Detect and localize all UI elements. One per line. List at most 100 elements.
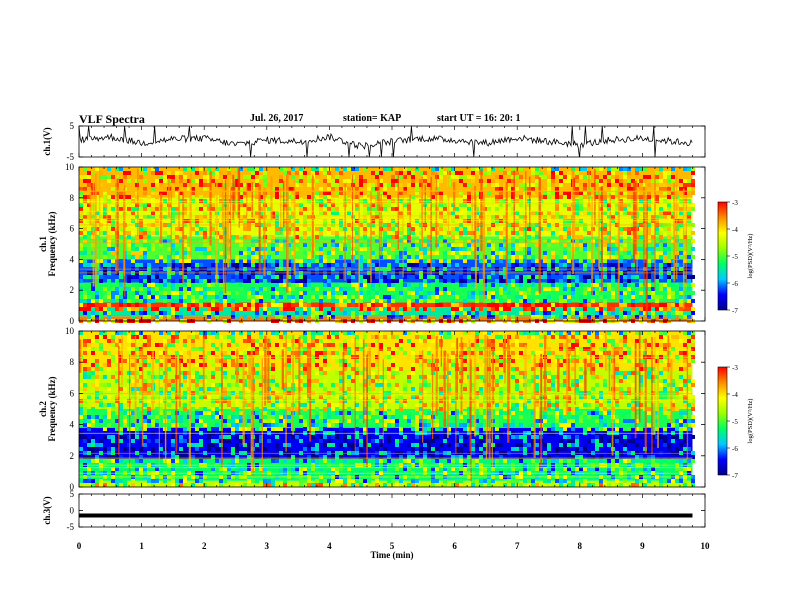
spectrogram-burst [617, 186, 620, 303]
x-tick-label: 10 [701, 541, 711, 551]
spectrogram-burst [473, 338, 477, 437]
spectrogram-burst [251, 181, 254, 218]
y-tick-label: 8 [70, 357, 75, 367]
spectrogram-burst [175, 355, 178, 453]
spectrogram-burst [293, 179, 296, 275]
spectrogram-burst [444, 357, 446, 399]
spectrogram-burst [588, 167, 590, 207]
spectrogram-burst [600, 185, 603, 292]
start-time-label: start UT = 16: 20: 1 [437, 113, 521, 124]
spectrogram-band [79, 316, 693, 321]
spectrogram-burst [424, 184, 426, 231]
spectrogram-burst [263, 187, 266, 277]
spectrogram-burst [431, 353, 434, 440]
spectrogram-burst [462, 342, 464, 380]
spectrogram-burst [538, 177, 541, 294]
spectrogram-line [79, 268, 693, 270]
y-tick-label: 10 [65, 162, 75, 172]
spectrogram-burst [165, 345, 168, 392]
spectrogram-burst [137, 168, 139, 237]
spectrogram-burst [634, 180, 637, 255]
spectrogram-burst [686, 346, 689, 466]
spectrogram-line [79, 457, 693, 459]
y-tick-label: 4 [70, 254, 75, 264]
spectrogram-burst [638, 331, 641, 423]
spectrogram-burst [447, 170, 450, 236]
spectrogram-line [79, 393, 693, 395]
spectrogram-line [79, 349, 693, 351]
spectrogram-burst [298, 337, 301, 416]
spectrogram-burst [608, 349, 611, 392]
colorbar-tick-label: -5 [732, 253, 738, 261]
spectrogram-burst [123, 187, 125, 279]
colorbar-label: log(PSD)(V²/Hz) [747, 399, 754, 444]
spectrogram-burst [524, 344, 527, 407]
colorbar-tick-label: -7 [732, 472, 738, 480]
spectrogram-burst [354, 337, 356, 451]
spectrogram-burst [667, 335, 670, 372]
spectrogram-line [79, 317, 693, 319]
spectrogram-burst [258, 185, 261, 225]
spectrogram-burst [165, 343, 167, 465]
spectrogram-line [79, 210, 693, 212]
x-tick-label: 0 [77, 541, 82, 551]
y-axis-label: ch.1(V) [42, 127, 52, 155]
colorbar-tick-label: -4 [732, 226, 738, 234]
spectrogram-burst [221, 342, 223, 429]
spectrogram-burst [382, 359, 384, 444]
spectrogram-burst [222, 185, 225, 296]
x-tick-label: 8 [578, 541, 583, 551]
y-tick-label: 4 [70, 420, 75, 430]
spectrogram-burst [252, 356, 255, 477]
spectrogram-burst [480, 168, 483, 252]
spectrogram-line [79, 242, 693, 244]
x-tick-label: 3 [265, 541, 270, 551]
spectrogram-burst [92, 170, 95, 287]
x-tick-label: 6 [452, 541, 457, 551]
date-label: Jul. 26, 2017 [250, 113, 304, 124]
y-tick-label: 10 [65, 326, 75, 336]
y-tick-label: 5 [70, 121, 75, 131]
spectrogram-burst [644, 178, 647, 248]
spectrogram-burst [377, 178, 379, 212]
spectrogram-burst [540, 353, 543, 469]
spectrogram-burst [281, 349, 284, 390]
y-axis-label: Frequency (kHz) [47, 211, 57, 276]
spectrogram-burst [590, 343, 592, 375]
y-tick-label: -5 [67, 522, 75, 532]
spectrogram-burst [460, 337, 463, 414]
spectrogram-burst [236, 348, 239, 383]
y-tick-label: 0 [70, 482, 75, 492]
spectrogram-burst [79, 339, 82, 373]
y-tick-label: 8 [70, 193, 75, 203]
y-tick-label: 2 [70, 451, 75, 461]
spectrogram-burst [468, 339, 471, 393]
spectrogram-burst [482, 195, 486, 303]
colorbar-tick-label: -3 [732, 199, 738, 207]
colorbar [717, 201, 728, 311]
spectrogram-burst [89, 188, 92, 225]
x-tick-label: 2 [202, 541, 207, 551]
spectrogram-line [79, 452, 693, 454]
spectrogram-burst [513, 170, 515, 235]
spectrogram-burst [591, 196, 593, 296]
y-tick-label: 0 [70, 506, 75, 516]
spectrogram-burst [594, 169, 596, 225]
spectrogram-burst [643, 186, 645, 287]
spectrogram-burst [654, 174, 656, 291]
spectrogram-burst [170, 186, 172, 273]
spectrogram-burst [123, 196, 126, 276]
spectrogram-burst [226, 178, 229, 247]
spectrogram-line [79, 476, 693, 478]
spectrogram-burst [234, 179, 236, 213]
spectrogram-burst [584, 358, 587, 397]
ch1-waveform-series [78, 125, 693, 158]
spectrogram-burst [574, 348, 577, 405]
x-tick-label: 9 [640, 541, 645, 551]
y-tick-label: -5 [67, 152, 75, 162]
colorbar-label: log(PSD)(V²/Hz) [747, 234, 754, 279]
spectrogram-burst [120, 334, 124, 386]
spectrogram-burst [229, 187, 232, 261]
spectrogram-burst [224, 179, 227, 294]
